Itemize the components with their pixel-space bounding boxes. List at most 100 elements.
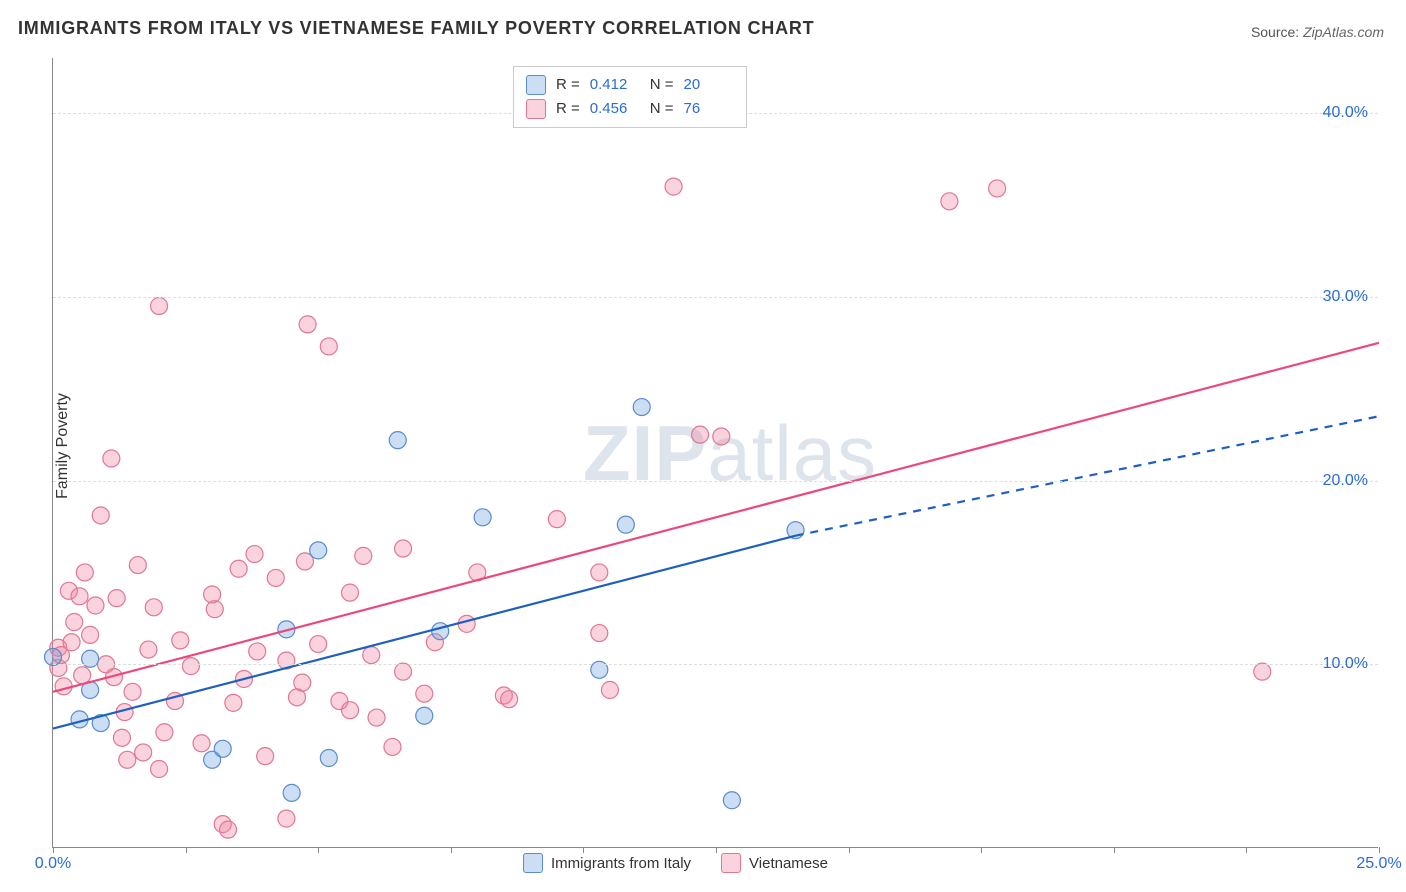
scatter-point [76,564,93,581]
scatter-point [71,588,88,605]
scatter-point [389,432,406,449]
scatter-point [395,540,412,557]
trend-line [53,343,1379,692]
x-tick [849,847,850,853]
x-tick-label: 25.0% [1356,855,1401,873]
scatter-point [395,663,412,680]
scatter-point [129,557,146,574]
source-value: ZipAtlas.com [1303,24,1384,40]
scatter-point [692,426,709,443]
legend-series-label: Vietnamese [749,855,828,872]
chart-title: IMMIGRANTS FROM ITALY VS VIETNAMESE FAMI… [18,18,814,39]
scatter-point [267,569,284,586]
legend-n-value: 76 [684,97,734,121]
plot-area: ZIPatlas 10.0%20.0%30.0%40.0%0.0%25.0%R … [52,58,1378,848]
scatter-point [87,597,104,614]
legend-series-item: Immigrants from Italy [523,853,691,873]
scatter-point [124,683,141,700]
gridline-h [53,481,1378,482]
gridline-h [53,664,1378,665]
legend-r-value: 0.412 [590,73,640,97]
x-tick [186,847,187,853]
scatter-point [320,749,337,766]
x-tick [451,847,452,853]
scatter-point [617,516,634,533]
y-tick-label: 30.0% [1323,288,1368,306]
scatter-point [363,647,380,664]
scatter-point [45,648,62,665]
scatter-point [55,678,72,695]
scatter-point [230,560,247,577]
x-tick [981,847,982,853]
legend-swatch [526,99,546,119]
scatter-point [182,658,199,675]
scatter-point [601,682,618,699]
legend-swatch [721,853,741,873]
legend-series: Immigrants from Italy Vietnamese [523,853,828,873]
scatter-point [135,744,152,761]
x-tick [1379,847,1380,853]
x-tick [1246,847,1247,853]
scatter-point [384,738,401,755]
scatter-point [92,507,109,524]
scatter-point [416,707,433,724]
scatter-point [591,625,608,642]
trend-line-dashed [796,416,1379,535]
scatter-point [283,784,300,801]
scatter-point [172,632,189,649]
scatter-point [989,180,1006,197]
x-tick [53,847,54,853]
x-tick-label: 0.0% [35,855,71,873]
scatter-point [151,298,168,315]
scatter-point [63,634,80,651]
scatter-point [206,601,223,618]
scatter-point [299,316,316,333]
scatter-point [66,614,83,631]
legend-n-label: N = [650,73,674,97]
scatter-point [713,428,730,445]
scatter-point [225,694,242,711]
legend-n-label: N = [650,97,674,121]
scatter-point [368,709,385,726]
chart-svg [53,58,1378,847]
scatter-point [501,691,518,708]
scatter-point [246,546,263,563]
legend-series-item: Vietnamese [721,853,828,873]
scatter-point [103,450,120,467]
y-tick-label: 20.0% [1323,472,1368,490]
scatter-point [548,511,565,528]
scatter-point [294,674,311,691]
scatter-point [140,641,157,658]
scatter-point [1254,663,1271,680]
x-tick [1114,847,1115,853]
scatter-point [941,193,958,210]
scatter-point [355,547,372,564]
scatter-point [310,542,327,559]
legend-stats-row: R =0.456N =76 [526,97,734,121]
scatter-point [193,735,210,752]
scatter-point [119,751,136,768]
scatter-point [204,586,221,603]
scatter-point [310,636,327,653]
legend-stats-box: R =0.412N =20R =0.456N =76 [513,66,747,128]
scatter-point [342,584,359,601]
source-attribution: Source: ZipAtlas.com [1251,24,1384,40]
scatter-point [220,821,237,838]
scatter-point [249,643,266,660]
y-tick-label: 40.0% [1323,104,1368,122]
legend-swatch [523,853,543,873]
scatter-point [458,615,475,632]
x-tick [318,847,319,853]
source-label: Source: [1251,24,1299,40]
scatter-point [214,740,231,757]
legend-n-value: 20 [684,73,734,97]
scatter-point [257,748,274,765]
scatter-point [416,685,433,702]
scatter-point [82,626,99,643]
legend-r-label: R = [556,73,580,97]
legend-series-label: Immigrants from Italy [551,855,691,872]
scatter-point [723,792,740,809]
scatter-point [432,623,449,640]
scatter-point [145,599,162,616]
scatter-point [278,810,295,827]
